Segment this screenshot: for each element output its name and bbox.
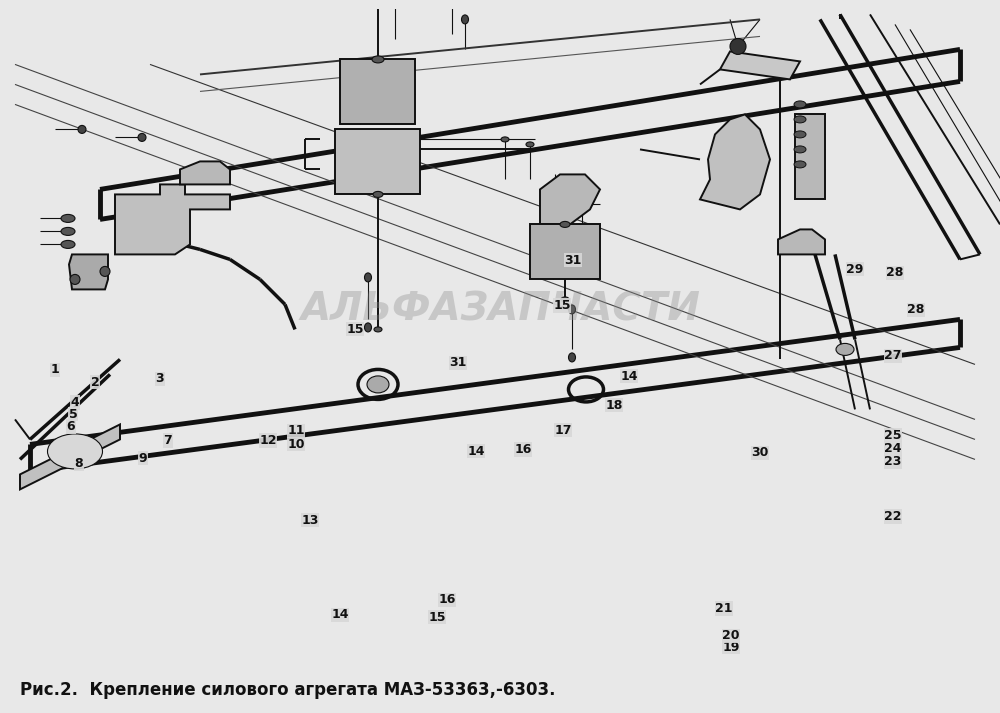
Text: 15: 15 (553, 299, 571, 312)
Text: 18: 18 (605, 399, 623, 412)
Ellipse shape (560, 222, 570, 227)
Text: 3: 3 (156, 372, 164, 385)
Text: 6: 6 (67, 420, 75, 433)
Text: 4: 4 (71, 396, 79, 409)
Text: Рис.2.  Крепление силового агрегата МАЗ-53363,-6303.: Рис.2. Крепление силового агрегата МАЗ-5… (20, 681, 556, 699)
Text: 16: 16 (438, 593, 456, 606)
Text: 23: 23 (884, 456, 902, 468)
Text: 9: 9 (139, 452, 147, 465)
Text: 16: 16 (514, 443, 532, 456)
Ellipse shape (448, 0, 456, 4)
Text: 25: 25 (884, 429, 902, 442)
Ellipse shape (373, 191, 383, 198)
Text: АЛЬФАЗАПЧАСТИ: АЛЬФАЗАПЧАСТИ (300, 290, 700, 329)
Text: 24: 24 (884, 442, 902, 455)
Ellipse shape (462, 15, 468, 24)
Text: 11: 11 (287, 424, 305, 437)
Circle shape (138, 133, 146, 141)
Ellipse shape (561, 297, 569, 302)
Ellipse shape (374, 327, 382, 332)
Polygon shape (720, 51, 800, 79)
Text: 21: 21 (715, 602, 733, 615)
Text: 19: 19 (722, 641, 740, 654)
Ellipse shape (373, 0, 383, 2)
Polygon shape (20, 424, 120, 489)
Bar (335, 130, 420, 195)
Text: 22: 22 (884, 510, 902, 523)
Text: 5: 5 (69, 408, 77, 421)
Ellipse shape (364, 323, 372, 332)
Circle shape (730, 39, 746, 54)
Ellipse shape (61, 227, 75, 235)
Text: 31: 31 (449, 356, 467, 369)
Ellipse shape (794, 116, 806, 123)
Ellipse shape (836, 344, 854, 355)
Text: 31: 31 (564, 254, 582, 267)
Bar (795, 114, 825, 200)
Ellipse shape (372, 56, 384, 63)
Ellipse shape (501, 137, 509, 142)
Bar (340, 59, 415, 124)
Text: 29: 29 (846, 262, 864, 276)
Text: 7: 7 (164, 434, 172, 447)
Text: 1: 1 (51, 364, 59, 376)
Text: 28: 28 (907, 303, 925, 317)
Text: 10: 10 (287, 438, 305, 451)
Text: 27: 27 (884, 349, 902, 362)
Text: 15: 15 (346, 323, 364, 336)
Text: 20: 20 (722, 630, 740, 642)
Polygon shape (115, 185, 230, 255)
Circle shape (78, 125, 86, 133)
Polygon shape (778, 230, 825, 255)
Circle shape (70, 275, 80, 284)
Polygon shape (540, 175, 600, 225)
Ellipse shape (568, 305, 576, 314)
Ellipse shape (568, 353, 576, 362)
Text: 30: 30 (751, 446, 769, 459)
Bar (530, 225, 600, 279)
Ellipse shape (61, 240, 75, 248)
Text: 2: 2 (91, 376, 99, 389)
Text: 17: 17 (554, 424, 572, 436)
Polygon shape (700, 114, 770, 210)
Ellipse shape (794, 161, 806, 168)
Ellipse shape (794, 131, 806, 138)
Ellipse shape (364, 273, 372, 282)
Polygon shape (180, 161, 230, 185)
Text: 8: 8 (75, 457, 83, 470)
Ellipse shape (61, 215, 75, 222)
Text: 12: 12 (259, 434, 277, 447)
Text: 14: 14 (467, 445, 485, 458)
Text: 15: 15 (428, 611, 446, 624)
Ellipse shape (794, 146, 806, 153)
Ellipse shape (526, 142, 534, 147)
Ellipse shape (794, 101, 806, 108)
Text: 14: 14 (331, 608, 349, 621)
Text: 14: 14 (620, 369, 638, 383)
Circle shape (100, 267, 110, 277)
Ellipse shape (367, 376, 389, 393)
Text: 28: 28 (886, 266, 904, 279)
Polygon shape (69, 255, 108, 289)
Ellipse shape (48, 434, 103, 469)
Text: 13: 13 (301, 513, 319, 527)
